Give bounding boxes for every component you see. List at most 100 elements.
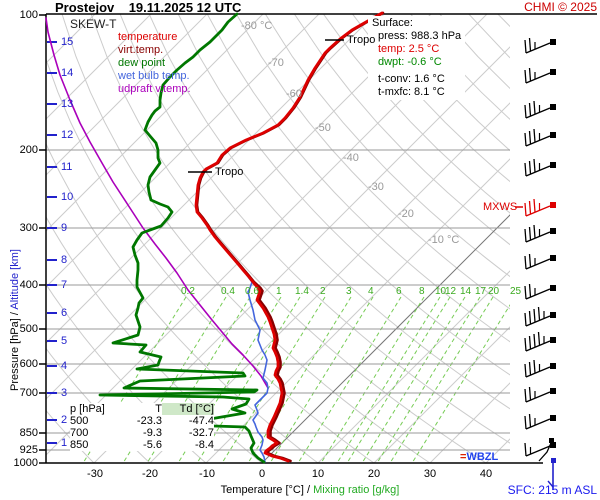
tropopause-upper-label: Tropo xyxy=(347,34,376,46)
mixing-ratio-label: 1.4 xyxy=(295,286,309,297)
altitude-tick-label: 12 xyxy=(61,129,74,141)
wind-barb xyxy=(524,386,556,403)
pressure-tick-label: 1000 xyxy=(13,457,38,469)
wind-barb-staff xyxy=(525,205,551,217)
wind-barb-flag xyxy=(533,224,536,239)
wind-barb-flag xyxy=(528,386,532,401)
mixing-ratio-label: 0.6 xyxy=(245,286,259,297)
wind-barb-flag xyxy=(524,388,527,403)
dry-adiabat-line xyxy=(293,14,510,246)
isotherm-label: -20 xyxy=(398,208,414,220)
wind-barb-flag xyxy=(524,337,527,352)
isotherm-line xyxy=(261,214,510,463)
wind-barb-flag xyxy=(528,361,532,376)
altitude-tick-label: 2 xyxy=(61,414,68,426)
table-cell: 850 xyxy=(70,439,118,451)
wind-barb-staff xyxy=(525,72,551,84)
legend-item-wet-bulb-temp-: wet bulb temp. xyxy=(118,70,190,82)
table-row: 700 -9.3 -32.7 xyxy=(70,427,214,439)
wind-barb-staff xyxy=(525,258,551,270)
dry-adiabat-line xyxy=(90,14,487,463)
mixing-ratio-line xyxy=(336,296,441,463)
dry-adiabat-line xyxy=(46,409,95,463)
wind-barb xyxy=(524,331,556,352)
wind-barb-flag xyxy=(524,202,527,217)
isotherm-label: -80 °C xyxy=(241,20,273,32)
wind-barb-dot xyxy=(550,255,556,261)
wind-barb-flag xyxy=(528,310,532,325)
isotherm-label: -40 xyxy=(343,152,359,164)
mixing-ratio-line xyxy=(361,296,466,463)
wind-barb-flag xyxy=(524,285,527,300)
mixing-ratio-label: 6 xyxy=(396,286,402,297)
x-axis-title-temp: Temperature [°C] xyxy=(220,484,304,496)
dry-adiabat-line xyxy=(119,14,510,444)
altitude-tick-label: 9 xyxy=(61,222,68,234)
dry-adiabat-line xyxy=(235,14,510,310)
wind-barb-flag xyxy=(524,69,527,84)
wind-barb-staff xyxy=(525,391,551,403)
wind-barb-staff xyxy=(525,418,551,430)
table-cell: -5.6 xyxy=(118,439,162,451)
altitude-tick-label: 1 xyxy=(61,437,68,449)
wind-barb-dot xyxy=(550,69,556,75)
wind-barb-flag xyxy=(524,132,527,147)
table-row: 850 -5.6 -8.4 xyxy=(70,439,214,451)
wind-barb xyxy=(524,198,556,217)
isotherm-line xyxy=(46,14,208,176)
wind-barb xyxy=(524,224,556,243)
wind-barb-flag xyxy=(524,39,527,54)
surface-dwpt: dwpt: -0.6 °C xyxy=(378,56,442,68)
dew-point-curve xyxy=(86,12,266,464)
pressure-tick-label: 400 xyxy=(19,279,38,291)
legend-item-dew-point: dew point xyxy=(118,57,166,69)
table-cell: 700 xyxy=(70,427,118,439)
mixing-ratio-line xyxy=(389,296,494,463)
wind-barb-staff xyxy=(525,165,551,177)
temp-tick-label: 20 xyxy=(367,468,381,480)
isotherm-label: -30 xyxy=(368,181,384,193)
pressure-tick-label: 925 xyxy=(19,444,38,456)
wind-barb-flag xyxy=(533,308,536,323)
table-cell: -23.3 xyxy=(118,415,162,427)
mixing-ratio-label: 12 xyxy=(445,286,457,297)
surface-tmxfc: t-mxfc: 8.1 °C xyxy=(378,86,445,98)
plot-grid-layer xyxy=(46,14,510,463)
pressure-tick-label: 100 xyxy=(19,9,38,21)
wind-barb xyxy=(524,413,556,430)
mixing-ratio-label: 4 xyxy=(368,286,374,297)
dry-adiabat-line xyxy=(46,142,319,463)
pressure-tick-label: 300 xyxy=(19,222,38,234)
dry-adiabat-line xyxy=(148,14,510,410)
mixing-ratio-label: 0.4 xyxy=(221,286,235,297)
wind-barb-staff xyxy=(525,366,551,378)
pressure-tick-label: 500 xyxy=(19,323,38,335)
wind-barb-flag xyxy=(528,226,532,241)
wind-barb-flag xyxy=(528,200,532,215)
isotherm-line xyxy=(46,14,152,120)
wind-barb-flag xyxy=(537,306,541,321)
altitude-tick-label: 13 xyxy=(61,98,74,110)
mixing-ratio-label: 8 xyxy=(419,286,425,297)
copyright-label: CHMI © 2025 xyxy=(524,0,597,14)
mixing-ratio-line xyxy=(196,296,301,463)
wind-barb-dot xyxy=(550,415,556,421)
wind-barb-dot xyxy=(550,228,556,234)
table-header-cell: Td [°C] xyxy=(162,403,214,415)
temperature-curve xyxy=(194,11,384,463)
temp-tick-label: -10 xyxy=(199,468,215,480)
wind-barb-dot xyxy=(550,104,556,110)
level-readings-table: p [hPa] T Td [°C] 500 -23.3 -47.4 700 -9.3 -32.7… xyxy=(70,403,214,451)
dry-adiabat-line xyxy=(206,14,510,343)
dry-adiabat-line xyxy=(322,14,510,214)
mixing-ratio-label: 25 xyxy=(510,286,522,297)
altitude-tick-label: 7 xyxy=(61,279,68,291)
wind-barb-dot xyxy=(550,312,556,318)
isotherm-line xyxy=(46,14,320,288)
surface-press: press: 988.3 hPa xyxy=(378,30,462,42)
wind-barb-staff xyxy=(525,42,551,54)
wind-barb-flag xyxy=(528,130,532,145)
mixing-ratio-line xyxy=(297,296,402,463)
